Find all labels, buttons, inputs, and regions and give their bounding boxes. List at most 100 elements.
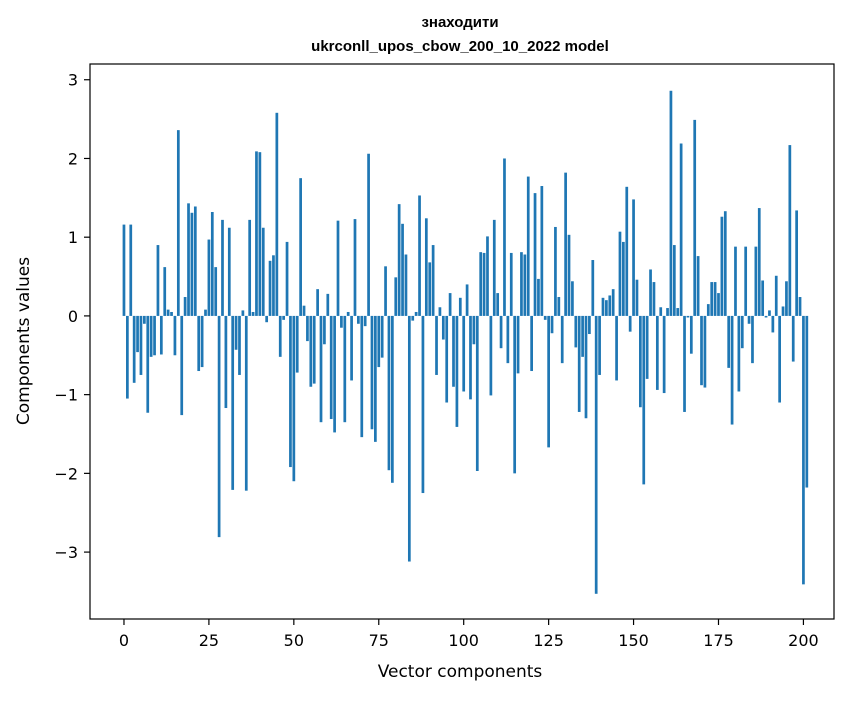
bar — [751, 315, 754, 364]
bar — [323, 315, 326, 345]
bar — [567, 234, 571, 316]
y-tick-label: 1 — [68, 228, 78, 247]
bar — [452, 315, 455, 387]
bar — [591, 260, 595, 316]
bar — [143, 315, 146, 324]
bar — [336, 220, 340, 316]
bar — [805, 315, 809, 488]
bar — [689, 315, 693, 354]
bar — [537, 278, 540, 316]
bar — [448, 293, 452, 316]
bar — [289, 315, 292, 468]
y-axis-ticks: −3 −2 −1 0 1 2 3 — [54, 71, 90, 562]
bar — [367, 153, 370, 316]
bar — [730, 315, 734, 425]
bar — [768, 310, 771, 316]
x-tick-label: 75 — [369, 631, 389, 650]
x-tick-label: 100 — [448, 631, 479, 650]
bar — [132, 315, 136, 383]
chart-title-line1: знаходити — [421, 14, 498, 31]
bar — [316, 289, 319, 316]
bar — [584, 315, 588, 419]
bar — [394, 277, 398, 316]
bar — [683, 315, 686, 412]
bar — [282, 315, 285, 320]
bar — [424, 218, 428, 316]
bar — [588, 315, 591, 335]
bar — [312, 315, 316, 384]
bar — [798, 297, 802, 316]
bar — [547, 315, 550, 448]
bar — [571, 281, 574, 316]
bar — [475, 315, 479, 471]
bar — [744, 246, 748, 316]
bar — [163, 267, 167, 316]
y-tick-label: −3 — [54, 543, 78, 562]
bar — [615, 315, 618, 381]
chart-title-line2: ukrconll_upos_cbow_200_10_2022 model — [311, 38, 609, 55]
y-tick-label: −2 — [54, 464, 78, 483]
bar — [234, 315, 238, 350]
bar — [180, 315, 184, 416]
bar — [224, 315, 228, 409]
x-tick-label: 25 — [199, 631, 219, 650]
bar — [428, 262, 432, 316]
bar — [791, 315, 795, 362]
bar — [669, 90, 673, 316]
bar — [802, 315, 805, 585]
bar — [306, 315, 309, 342]
y-tick-label: 3 — [68, 71, 78, 90]
bar — [574, 315, 578, 348]
bar — [710, 282, 714, 316]
bar — [244, 315, 248, 491]
bar — [785, 281, 788, 316]
bar — [275, 112, 279, 316]
bar — [377, 315, 381, 368]
bar — [129, 224, 133, 316]
bar — [649, 269, 652, 316]
bar — [357, 315, 360, 324]
bar — [492, 219, 496, 316]
bar — [414, 311, 418, 316]
bar — [523, 254, 527, 316]
bar — [401, 223, 404, 316]
bar — [261, 227, 265, 316]
bar — [173, 315, 177, 356]
bar — [217, 315, 221, 538]
bar — [608, 295, 612, 316]
bar-series — [122, 90, 809, 594]
bar — [622, 241, 625, 316]
bar — [248, 219, 252, 316]
bar — [258, 152, 262, 316]
bar — [302, 305, 306, 316]
bar — [594, 315, 598, 594]
bar — [139, 315, 143, 375]
bar — [693, 119, 697, 316]
bar — [407, 315, 411, 562]
bar — [438, 307, 442, 316]
bar — [740, 315, 744, 349]
bar — [723, 211, 727, 316]
bar — [265, 315, 269, 323]
bar — [197, 315, 201, 372]
bar — [421, 315, 425, 494]
bar — [404, 254, 408, 316]
bar — [496, 293, 500, 316]
bar — [207, 239, 211, 316]
bar — [435, 315, 438, 375]
bar — [479, 252, 483, 316]
bar — [625, 186, 629, 316]
bar — [557, 297, 561, 316]
bar — [187, 203, 190, 316]
bar — [795, 210, 798, 316]
bar — [346, 311, 350, 316]
x-axis-label: Vector components — [378, 662, 543, 682]
bar — [200, 315, 204, 368]
y-axis-label: Components values — [14, 257, 34, 425]
bar — [353, 219, 357, 316]
bar — [778, 315, 781, 403]
bar — [149, 315, 153, 357]
bar — [462, 315, 466, 392]
bar — [489, 315, 493, 396]
